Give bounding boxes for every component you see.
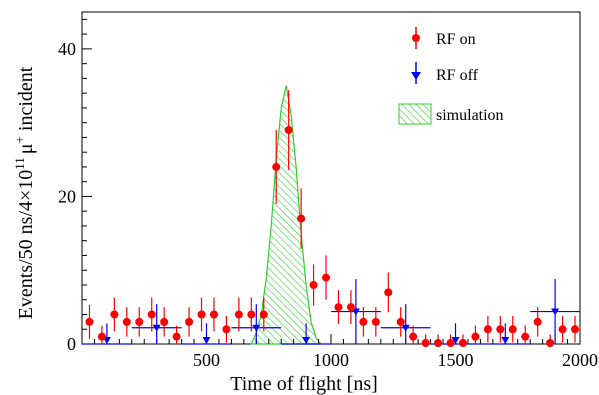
- rf-on-point: [458, 339, 467, 347]
- rf-on-point: [110, 310, 119, 319]
- legend-rf-off-label: RF off: [436, 67, 479, 84]
- x-tick-label: 500: [193, 350, 220, 370]
- rf-on-point: [446, 339, 455, 347]
- rf-off-point: [202, 337, 211, 344]
- rf-off-point: [152, 324, 161, 332]
- rf-on-point: [421, 339, 430, 347]
- rf-on-point: [185, 317, 194, 326]
- rf-on-point: [508, 325, 517, 334]
- rf-on-point: [247, 310, 256, 319]
- rf-on-point: [322, 273, 331, 282]
- legend-simulation-label: simulation: [436, 107, 504, 124]
- x-tick-label: 1000: [313, 350, 349, 370]
- rf-off-point: [252, 324, 261, 332]
- rf-on-point: [371, 317, 380, 326]
- plot-frame: [81, 11, 581, 345]
- rf-on-point: [209, 310, 218, 319]
- rf-on-point: [533, 317, 542, 326]
- rf-off-point: [302, 337, 311, 344]
- rf-on-point: [197, 310, 206, 319]
- simulation-histogram: [250, 85, 322, 345]
- rf-on-point: [558, 325, 567, 334]
- rf-off-point: [401, 324, 410, 332]
- rf-on-point: [346, 303, 355, 312]
- rf-on-point: [571, 325, 580, 334]
- rf-on-point: [309, 280, 318, 289]
- legend-simulation-swatch: [398, 103, 432, 125]
- rf-on-point: [434, 339, 443, 347]
- rf-on-point: [147, 310, 156, 319]
- legend-simulation: simulation: [398, 103, 504, 125]
- legend: RF on RF off simulation: [398, 27, 504, 125]
- legend-rf-off-marker: [411, 72, 421, 80]
- rf-on-point: [384, 288, 393, 297]
- legend-rf-on: RF on: [412, 27, 476, 49]
- simulation-histogram-layer: [250, 85, 322, 345]
- rf-on-point: [396, 317, 405, 326]
- y-tick-label: 0: [67, 334, 76, 354]
- rf-off-point: [451, 337, 460, 344]
- y-axis-label-charge: +: [12, 136, 27, 143]
- rf-off-point: [501, 337, 510, 344]
- rf-on-point: [222, 325, 231, 334]
- y-axis-label-suffix: incident: [15, 66, 37, 136]
- rf-on-point: [172, 332, 181, 341]
- rf-on-point: [284, 126, 293, 135]
- rf-on-point: [483, 325, 492, 334]
- rf-on-point: [409, 332, 418, 341]
- y-tick-label: 20: [58, 186, 76, 206]
- data-points-layer: [82, 90, 580, 347]
- y-tick-label: 40: [58, 39, 76, 59]
- legend-rf-on-marker: [412, 34, 420, 42]
- rf-on-point: [122, 317, 131, 326]
- rf-off-point: [351, 308, 360, 316]
- x-tick-label: 1500: [438, 350, 474, 370]
- rf-on-point: [272, 162, 281, 171]
- rf-on-point: [496, 325, 505, 334]
- rf-on-point: [97, 332, 106, 341]
- x-tick-label: 2000: [562, 350, 598, 370]
- y-axis-label: Events/50 ns/4×1011 μ+ incident: [12, 66, 37, 319]
- y-axis-label-exponent: 11: [12, 157, 27, 170]
- rf-on-point: [521, 332, 530, 341]
- rf-on-point: [234, 310, 243, 319]
- y-axis-label-prefix: Events/50 ns/4×10: [15, 170, 37, 320]
- rf-on-point: [259, 310, 268, 319]
- rf-on-point: [359, 317, 368, 326]
- rf-on-point: [471, 332, 480, 341]
- legend-rf-off: RF off: [411, 62, 479, 84]
- legend-rf-on-label: RF on: [436, 31, 476, 48]
- x-axis-label: Time of flight [ns]: [230, 373, 378, 395]
- rf-on-point: [334, 303, 343, 312]
- rf-on-point: [135, 317, 144, 326]
- rf-on-point: [160, 317, 169, 326]
- rf-on-point: [297, 214, 306, 223]
- rf-off-point: [551, 308, 560, 316]
- rf-on-point: [546, 339, 555, 347]
- y-axis-label-particle: μ: [15, 143, 37, 154]
- rf-on-point: [85, 317, 94, 326]
